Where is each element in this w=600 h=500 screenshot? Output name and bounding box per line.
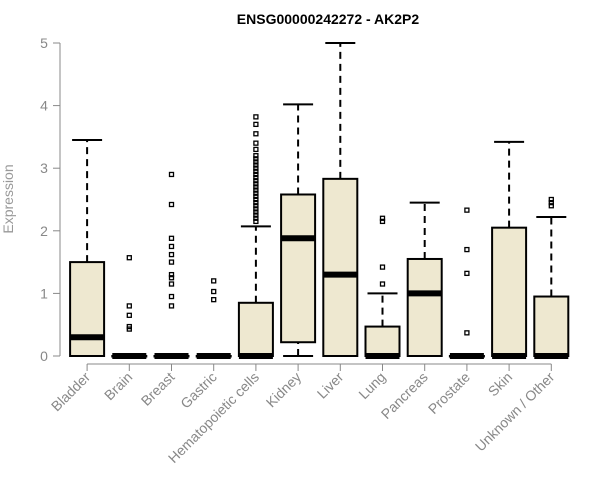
outlier-point (253, 203, 259, 209)
outlier-point (168, 171, 175, 178)
box (491, 226, 528, 357)
outlier-point (253, 212, 259, 218)
x-tick-label: Bladder (48, 369, 94, 415)
outlier-point (379, 218, 386, 225)
outlier-point (253, 178, 259, 184)
outlier-point (379, 215, 386, 221)
outlier-point (253, 218, 259, 225)
outlier-point (464, 330, 470, 336)
box-group (69, 139, 106, 358)
outlier-point (168, 281, 175, 287)
y-axis: 0 1 2 3 4 5 (40, 35, 61, 364)
outlier-point (126, 255, 132, 261)
outlier-point (253, 209, 259, 215)
box (322, 177, 359, 357)
y-tick-label: 2 (40, 223, 48, 239)
y-tick-label: 1 (40, 285, 48, 301)
outlier-point (168, 235, 175, 241)
y-tick-label: 4 (40, 98, 48, 114)
x-tick-label: Brain (101, 369, 135, 403)
outlier-point (253, 181, 259, 187)
box (364, 325, 401, 358)
outlier-point (253, 171, 259, 178)
x-tick-label: Pancreas (378, 369, 431, 422)
box-group (406, 201, 443, 357)
box-group (153, 171, 190, 359)
outlier-point (253, 184, 259, 190)
outlier-point (548, 203, 554, 209)
outlier-point (168, 293, 175, 300)
outlier-point (464, 270, 470, 277)
outlier-point (253, 206, 259, 212)
outlier-point (548, 199, 554, 206)
outlier-point (168, 275, 175, 281)
box-group (111, 255, 148, 359)
box-group (448, 207, 485, 359)
outlier-point (253, 121, 259, 128)
box-group (280, 103, 317, 357)
outlier-point (253, 165, 259, 171)
outlier-point (253, 187, 259, 193)
y-axis-label: Expression (0, 164, 16, 233)
plot-area (69, 42, 570, 359)
outlier-point (126, 303, 132, 309)
x-tick-label: Lung (355, 369, 388, 402)
outlier-point (168, 251, 175, 258)
outlier-point (253, 162, 259, 168)
outlier-point (168, 201, 175, 208)
outlier-point (126, 312, 132, 318)
y-tick-label: 3 (40, 160, 48, 176)
outlier-point (253, 196, 259, 203)
box-group (237, 114, 274, 359)
outlier-point (253, 140, 259, 146)
outlier-point (253, 174, 259, 181)
box-group (533, 196, 570, 359)
outlier-point (168, 259, 175, 265)
box (69, 261, 106, 358)
outlier-point (168, 243, 175, 250)
outlier-point (253, 131, 259, 137)
box (533, 295, 570, 357)
chart-title: ENSG00000242272 - AK2P2 (237, 11, 420, 27)
box-group (322, 42, 359, 357)
outlier-point (379, 281, 386, 287)
outlier-point (253, 159, 259, 165)
y-tick-label: 5 (40, 35, 48, 51)
y-tick-label: 0 (40, 348, 48, 364)
outlier-point (253, 146, 259, 153)
box-group (491, 140, 528, 359)
outlier-point (379, 264, 386, 270)
outlier-point (253, 114, 259, 120)
box (406, 257, 443, 357)
box (237, 301, 274, 358)
outlier-point (253, 190, 259, 196)
x-tick-label: Unknown / Other (472, 369, 558, 455)
outlier-point (253, 199, 259, 206)
outlier-point (253, 153, 259, 159)
x-tick-label: Breast (138, 369, 178, 409)
outlier-point (253, 156, 259, 162)
x-tick-label: Prostate (425, 369, 473, 417)
x-tick-label: Skin (485, 369, 516, 400)
outlier-point (253, 193, 259, 200)
x-tick-label: Kidney (263, 369, 305, 411)
outlier-point (253, 215, 259, 221)
outlier-point (211, 297, 217, 303)
outlier-point (548, 196, 554, 203)
box (280, 193, 317, 344)
outlier-point (168, 271, 175, 278)
outlier-point (211, 278, 217, 284)
outlier-point (211, 288, 217, 295)
outlier-point (253, 168, 259, 174)
box-group (195, 278, 232, 359)
box-group (364, 215, 401, 359)
outlier-point (464, 207, 470, 213)
x-tick-label: Liver (314, 369, 347, 402)
outlier-point (464, 246, 470, 253)
outlier-point (168, 303, 175, 309)
outlier-point (126, 323, 132, 330)
